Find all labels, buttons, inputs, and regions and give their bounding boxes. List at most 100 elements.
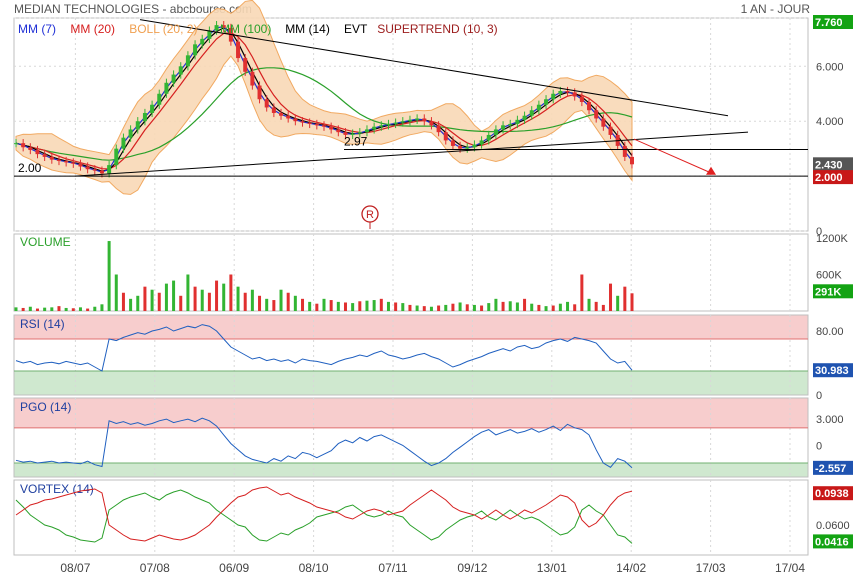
candle-body: [142, 112, 147, 122]
legend-6: SUPERTREND (10, 3): [377, 22, 497, 36]
volume-bar: [121, 292, 125, 311]
volume-last-badge-text: 291K: [815, 286, 841, 298]
volume-bar: [415, 305, 419, 311]
volume-bar: [630, 293, 634, 311]
candle-body: [78, 163, 83, 167]
candle-body: [64, 161, 69, 163]
volume-bar: [143, 286, 147, 311]
volume-title: VOLUME: [20, 235, 71, 249]
volume-bar: [286, 292, 290, 311]
candle-body: [551, 93, 556, 100]
volume-bar: [157, 292, 161, 311]
rsi-frame: [13, 314, 809, 396]
volume-bar: [487, 303, 491, 311]
volume-bar: [365, 300, 369, 311]
candle-body: [400, 121, 405, 123]
last-price-badge-text: 2.430: [815, 159, 843, 171]
last-price-badge: 2.430: [813, 157, 853, 172]
volume-bar: [343, 302, 347, 311]
vortex-title: VORTEX (14): [20, 482, 94, 496]
x-tick-label: 14/02: [616, 561, 646, 575]
volume-bar: [229, 274, 233, 311]
candle-body: [608, 126, 613, 135]
pgo-frame: [13, 397, 809, 478]
candle-body: [386, 123, 391, 126]
candle-body: [42, 154, 47, 157]
volume-bar: [623, 286, 627, 311]
candle-body: [92, 169, 97, 171]
candle-body: [293, 118, 298, 122]
price-ytick: 6.000: [816, 61, 844, 73]
candle-body: [193, 44, 198, 56]
volume-bar: [451, 303, 455, 311]
volume-bar: [566, 301, 570, 311]
candle-body: [558, 91, 563, 94]
x-tick-label: 09/12: [457, 561, 487, 575]
volume-bar: [236, 286, 240, 311]
candle-body: [164, 82, 169, 94]
volume-last-badge: 291K: [813, 284, 853, 299]
rsi-overbought-zone: [14, 315, 808, 339]
pgo-oversold-zone: [14, 462, 808, 477]
volume-bar: [207, 292, 211, 311]
volume-bar: [265, 298, 269, 311]
legend-2: BOLL (20, 2): [129, 22, 197, 36]
candle-body: [214, 25, 219, 31]
candle-body: [429, 121, 434, 126]
last-price-badge-bg: [813, 157, 853, 172]
pgo-last-badge: -2.557: [813, 460, 853, 475]
r-marker-text: R: [366, 209, 374, 221]
candle-body: [279, 112, 284, 116]
projection-arrow-head: [706, 166, 716, 175]
candle-body: [250, 71, 255, 86]
candle-body: [407, 119, 412, 122]
volume-bar: [580, 274, 584, 311]
rsi-title: RSI (14): [20, 317, 65, 331]
volume-bar: [609, 283, 613, 311]
volume-bar: [14, 307, 18, 311]
candle-body: [622, 145, 627, 157]
candle-body: [264, 99, 269, 108]
resistance-trendline: [139, 19, 729, 117]
candle-body: [415, 118, 420, 120]
price-ytick: 4.000: [816, 116, 844, 128]
candle-body: [271, 107, 276, 113]
pgo-ytick: 0: [816, 440, 822, 452]
volume-bar: [408, 304, 412, 311]
candle-body: [236, 41, 241, 59]
volume-bar: [329, 300, 333, 311]
candle-body: [544, 99, 549, 105]
volume-bar: [193, 286, 197, 311]
rsi-last-badge: 30.983: [813, 363, 853, 378]
candle-body: [436, 125, 441, 133]
candle-body: [587, 101, 592, 111]
volume-bar: [179, 295, 183, 311]
candle-body: [121, 137, 126, 149]
candle-body: [536, 104, 541, 111]
candle-body: [99, 170, 104, 174]
candle-body: [35, 150, 40, 155]
candle-body: [372, 126, 377, 130]
period-label: 1 AN - JOUR: [741, 2, 811, 16]
candle-body: [350, 133, 355, 135]
legend-0: MM (7): [18, 22, 56, 36]
candle-body: [493, 129, 498, 135]
candle-body: [150, 104, 155, 113]
candle-body: [329, 126, 334, 130]
volume-bar: [172, 280, 176, 311]
volume-bar: [537, 304, 541, 311]
support-badge: 2.000: [813, 170, 853, 185]
volume-bar: [200, 289, 204, 311]
legend-4: MM (14): [285, 22, 330, 36]
support-badge-text: 2.000: [815, 172, 843, 184]
volume-bar: [401, 303, 405, 311]
candle-body: [357, 132, 362, 134]
level-200-label: 2.00: [18, 161, 42, 175]
candle-body: [486, 134, 491, 141]
level-297-label: 2.97: [344, 134, 368, 148]
legend-5: EVT: [344, 22, 368, 36]
candle-body: [49, 156, 54, 160]
volume-bar: [78, 307, 82, 311]
volume-bar: [243, 292, 247, 311]
